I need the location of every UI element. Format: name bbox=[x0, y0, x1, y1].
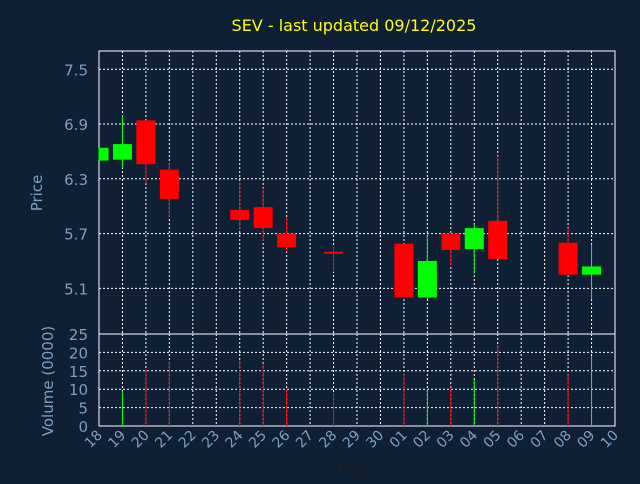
day-tick-label: 07 bbox=[528, 428, 552, 452]
candle-body bbox=[230, 209, 250, 220]
price-tick-label: 5.7 bbox=[64, 226, 88, 244]
candle-body bbox=[558, 242, 578, 275]
volume-tick-label: 25 bbox=[69, 326, 88, 344]
day-tick-label: 24 bbox=[223, 427, 247, 451]
volume-tick-label: 5 bbox=[78, 400, 88, 418]
price-tick-label: 5.1 bbox=[64, 280, 88, 298]
candle-body bbox=[159, 169, 179, 199]
price-tick-label: 6.3 bbox=[64, 171, 88, 189]
day-tick-label: 30 bbox=[363, 428, 387, 452]
volume-tick-label: 20 bbox=[69, 344, 88, 362]
candles bbox=[98, 114, 602, 300]
volume-bars bbox=[121, 345, 593, 426]
day-tick-label: 01 bbox=[387, 428, 411, 452]
day-axis-label: Day bbox=[334, 460, 362, 476]
day-tick-label: 06 bbox=[504, 427, 528, 451]
candle-body bbox=[394, 243, 414, 298]
candle-body bbox=[324, 251, 344, 254]
candle-body bbox=[99, 147, 109, 161]
day-tick-label: 09 bbox=[574, 428, 598, 452]
day-tick-label: 28 bbox=[316, 428, 340, 452]
price-tick-label: 6.9 bbox=[64, 116, 88, 134]
day-tick-label: 29 bbox=[340, 428, 364, 452]
day-tick-label: 02 bbox=[410, 428, 434, 452]
candle-body bbox=[441, 233, 461, 251]
day-tick-label: 03 bbox=[434, 428, 458, 452]
price-axis-label: Price bbox=[28, 175, 46, 212]
candle-body bbox=[253, 207, 273, 229]
day-tick-label: 22 bbox=[176, 428, 200, 452]
candle-body bbox=[464, 228, 484, 250]
candle-body bbox=[112, 144, 132, 160]
day-tick-label: 04 bbox=[457, 427, 481, 451]
day-tick-label: 10 bbox=[598, 428, 622, 452]
day-axis-ticks: 18 19 20 21 22 23 24 25 26 27 28 29 30 01 02 03 04 05 06 07… bbox=[82, 427, 622, 451]
price-tick-label: 7.5 bbox=[64, 61, 88, 79]
volume-tick-label: 10 bbox=[69, 381, 88, 399]
volume-gridlines bbox=[99, 334, 615, 426]
day-tick-label: 20 bbox=[129, 428, 153, 452]
candle-body bbox=[582, 266, 602, 275]
day-tick-label: 08 bbox=[551, 428, 575, 452]
candle-body bbox=[417, 260, 437, 298]
day-tick-label: 23 bbox=[199, 428, 223, 452]
candle-body bbox=[136, 120, 156, 165]
day-tick-label: 19 bbox=[105, 428, 129, 452]
day-tick-label: 26 bbox=[270, 427, 294, 451]
candle-body bbox=[488, 220, 508, 260]
day-tick-label: 21 bbox=[152, 428, 176, 452]
volume-axis-label: Volume (0000) bbox=[39, 326, 57, 436]
candle-body bbox=[277, 233, 297, 248]
day-tick-label: 27 bbox=[293, 428, 317, 452]
volume-tick-label: 15 bbox=[69, 363, 88, 381]
price-axis-ticks: 5.1 5.7 6.3 6.9 7.5 bbox=[64, 61, 88, 298]
chart-title: SEV - last updated 09/12/2025 bbox=[232, 16, 477, 35]
day-tick-label: 25 bbox=[246, 428, 270, 452]
day-tick-label: 05 bbox=[481, 428, 505, 452]
volume-tick-label: 0 bbox=[78, 418, 88, 436]
